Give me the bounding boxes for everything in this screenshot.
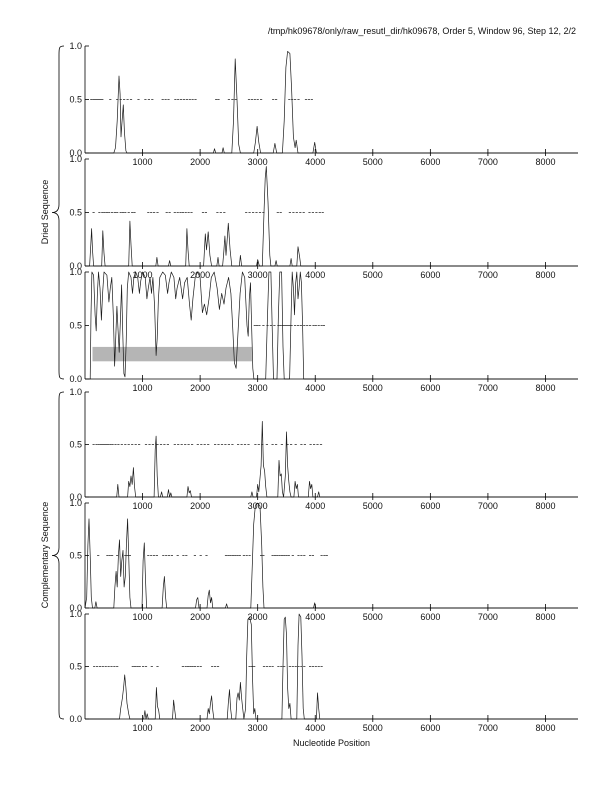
x-tick-label: 6000 [420, 612, 440, 622]
x-tick-label: 3000 [248, 157, 268, 167]
x-tick-label: 4000 [305, 157, 325, 167]
x-tick-label: 1000 [133, 501, 153, 511]
x-tick-label: 2000 [190, 723, 210, 733]
y-tick-label: 0.5 [69, 321, 82, 331]
x-tick-label: 2000 [190, 501, 210, 511]
y-tick-label: 1.0 [69, 609, 82, 619]
figure-title: /tmp/hk09678/only/raw_resutl_dir/hk09678… [267, 26, 576, 36]
y-tick-label: 0.5 [69, 551, 82, 561]
x-tick-label: 7000 [478, 501, 498, 511]
x-tick-label: 5000 [363, 612, 383, 622]
x-tick-label: 3000 [248, 612, 268, 622]
y-tick-label: 1.0 [69, 267, 82, 277]
x-tick-label: 3000 [248, 501, 268, 511]
y-tick-label: 0.0 [69, 603, 82, 613]
x-tick-label: 7000 [478, 270, 498, 280]
x-tick-label: 8000 [535, 612, 555, 622]
x-tick-label: 5000 [363, 383, 383, 393]
x-tick-label: 7000 [478, 157, 498, 167]
x-axis-title: Nucleotide Position [292, 738, 371, 748]
x-tick-label: 5000 [363, 723, 383, 733]
x-tick-label: 1000 [133, 612, 153, 622]
x-tick-label: 7000 [478, 723, 498, 733]
y-tick-label: 0.5 [69, 440, 82, 450]
x-tick-label: 6000 [420, 157, 440, 167]
subplot-2: 0.0 0.5 1.0 1000 2000 3000 4000 5000 6000 7000 800… [69, 154, 578, 280]
x-tick-label: 2000 [190, 270, 210, 280]
x-tick-label: 5000 [363, 501, 383, 511]
x-tick-label: 5000 [363, 270, 383, 280]
x-tick-label: 8000 [535, 157, 555, 167]
x-tick-label: 1000 [133, 157, 153, 167]
signal-curve [85, 421, 578, 498]
y-tick-label: 0.0 [69, 492, 82, 502]
subplot-3: 0.0 0.5 1.0 1000 2000 3000 4000 5000 6000 7000 800… [69, 267, 578, 393]
complementary-sequence-group-label: Complementary Sequence [40, 501, 50, 609]
x-tick-label: 2000 [190, 612, 210, 622]
y-tick-label: 1.0 [69, 498, 82, 508]
x-tick-label: 8000 [535, 270, 555, 280]
x-tick-label: 4000 [305, 612, 325, 622]
complementary-group-brace [51, 391, 65, 720]
x-tick-label: 6000 [420, 723, 440, 733]
x-tick-label: 1000 [133, 723, 153, 733]
y-tick-label: 0.0 [69, 148, 82, 158]
x-tick-label: 3000 [248, 723, 268, 733]
subplot-1: 0.0 0.5 1.0 1000 2000 3000 4000 5000 6000 7000 800… [69, 41, 578, 167]
signal-curve [85, 271, 578, 380]
x-tick-label: 1000 [133, 383, 153, 393]
x-tick-label: 4000 [305, 383, 325, 393]
y-tick-label: 0.5 [69, 662, 82, 672]
x-tick-label: 4000 [305, 270, 325, 280]
x-tick-label: 3000 [248, 270, 268, 280]
x-tick-label: 7000 [478, 612, 498, 622]
x-tick-label: 5000 [363, 157, 383, 167]
subplot-4: 0.0 0.5 1.0 1000 2000 3000 4000 5000 6000 7000 800… [69, 387, 578, 511]
x-tick-label: 4000 [305, 501, 325, 511]
y-tick-label: 1.0 [69, 41, 82, 51]
y-tick-label: 0.5 [69, 208, 82, 218]
y-tick-label: 0.0 [69, 374, 82, 384]
x-tick-label: 3000 [248, 383, 268, 393]
signal-curve [85, 613, 578, 720]
signal-curve [85, 166, 578, 267]
subplot-6: 0.0 0.5 1.0 1000 2000 3000 4000 5000 6000 7000 800… [69, 609, 578, 733]
signal-curve [84, 502, 578, 609]
signal-curve [85, 51, 578, 154]
x-tick-label: 7000 [478, 383, 498, 393]
y-tick-label: 1.0 [69, 387, 82, 397]
y-tick-label: 1.0 [69, 154, 82, 164]
x-tick-label: 6000 [420, 501, 440, 511]
y-tick-label: 0.5 [69, 95, 82, 105]
direct-sequence-group-label: Dried Sequence [40, 179, 50, 245]
x-tick-label: 1000 [133, 270, 153, 280]
y-tick-label: 0.0 [69, 714, 82, 724]
x-tick-label: 4000 [305, 723, 325, 733]
x-tick-label: 2000 [190, 383, 210, 393]
x-tick-label: 8000 [535, 383, 555, 393]
x-tick-label: 8000 [535, 501, 555, 511]
x-tick-label: 2000 [190, 157, 210, 167]
highlight-band [92, 346, 252, 362]
subplot-5: 0.0 0.5 1.0 1000 2000 3000 4000 5000 6000 7000 800… [69, 498, 578, 622]
x-tick-label: 6000 [420, 383, 440, 393]
x-tick-label: 8000 [535, 723, 555, 733]
y-tick-label: 0.0 [69, 261, 82, 271]
direct-group-brace [51, 45, 65, 380]
x-tick-label: 6000 [420, 270, 440, 280]
